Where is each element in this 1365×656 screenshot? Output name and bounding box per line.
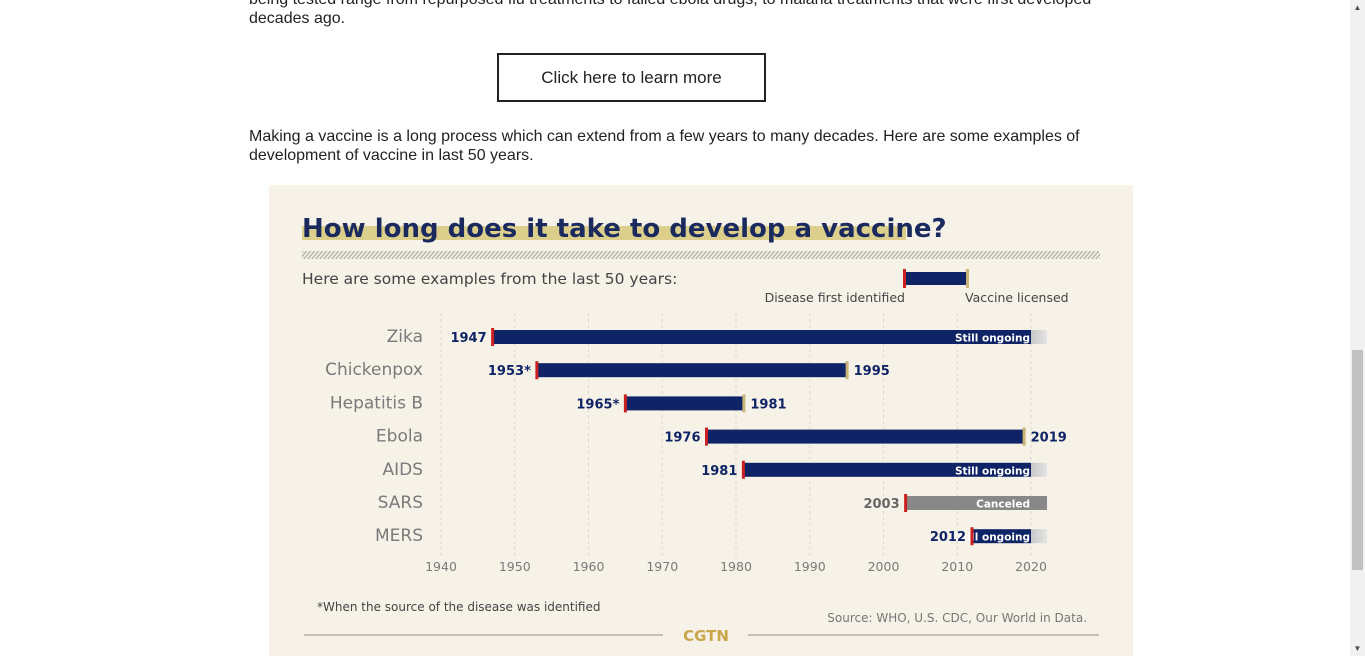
status-label: Canceled (976, 499, 1030, 511)
row-label: AIDS (382, 460, 423, 480)
start-marker (705, 427, 708, 446)
row-label: Ebola (376, 427, 423, 447)
legend-start-marker (903, 269, 906, 288)
end-marker (1022, 427, 1026, 446)
timeline-bar (536, 363, 847, 378)
start-year-label: 1965* (576, 397, 619, 412)
title-divider (302, 251, 1100, 259)
infographic-subtitle: Here are some examples from the last 50 … (302, 270, 677, 288)
vaccine-timeline-chart: How long does it take to develop a vacci… (302, 214, 1100, 645)
infographic-title: How long does it take to develop a vacci… (302, 214, 947, 244)
vaccine-timeline-infographic: How long does it take to develop a vacci… (269, 185, 1133, 656)
canceled-bar (905, 496, 1031, 510)
learn-more-button[interactable]: Click here to learn more (497, 53, 766, 102)
article-paragraph-intro: Making a vaccine is a long process which… (249, 128, 1080, 164)
chart-bars: Zika Still ongoing 1947 Chickenpox 1995 1953*… (325, 327, 1067, 546)
x-tick-label: 2010 (941, 559, 973, 574)
start-year-label: 1981 (701, 464, 737, 479)
legend-end-marker (966, 269, 969, 288)
status-label: Still ongoing (955, 532, 1030, 544)
start-year-label: 1947 (450, 331, 486, 346)
start-marker (904, 494, 908, 512)
scroll-down-arrow-icon[interactable]: ▼ (1353, 644, 1362, 653)
timeline-bar (625, 396, 744, 411)
x-tick-label: 1970 (646, 559, 678, 574)
ongoing-bar (492, 330, 1031, 344)
start-year-label: 1976 (664, 431, 700, 446)
source-note: Source: WHO, U.S. CDC, Our World in Data… (827, 611, 1087, 625)
bar-fade (1031, 496, 1047, 510)
cgtn-logo: CGTN (683, 627, 729, 645)
timeline-bar (706, 429, 1024, 444)
x-tick-label: 1980 (720, 559, 752, 574)
x-tick-label: 2000 (868, 559, 900, 574)
x-tick-label: 1990 (794, 559, 826, 574)
x-tick-label: 2020 (1015, 559, 1047, 574)
footnote: *When the source of the disease was iden… (317, 600, 601, 614)
title-highlight (302, 226, 906, 240)
article-paragraph: being tested range from repurposed flu t… (249, 0, 1091, 27)
start-year-label: 2012 (930, 530, 966, 545)
legend-bar (905, 272, 968, 285)
start-marker (741, 460, 745, 479)
status-label: Still ongoing (955, 333, 1030, 345)
end-year-label: 2019 (1031, 431, 1067, 446)
end-marker (845, 361, 849, 380)
legend-start-label: Disease first identified (765, 290, 905, 305)
end-year-label: 1981 (750, 397, 786, 412)
row-label: Zika (387, 327, 423, 347)
end-marker (742, 394, 746, 413)
start-marker (623, 394, 627, 413)
start-marker (535, 361, 539, 380)
scroll-up-arrow-icon[interactable]: ▲ (1353, 3, 1362, 12)
start-year-label: 2003 (863, 497, 899, 512)
end-year-label: 1995 (854, 364, 890, 379)
legend-end-label: Vaccine licensed (965, 290, 1069, 305)
x-tick-label: 1950 (499, 559, 531, 574)
x-axis: 1940 1950 1960 1970 1980 1990 2000 2010 2020 (425, 559, 1047, 574)
row-label: Chickenpox (325, 360, 423, 380)
scrollbar-thumb[interactable] (1352, 350, 1363, 570)
bar-fade (1031, 529, 1047, 544)
ongoing-bar (972, 529, 1031, 544)
x-tick-label: 1960 (573, 559, 605, 574)
vertical-scrollbar[interactable]: ▲ ▼ (1350, 0, 1365, 656)
row-label: Hepatitis B (330, 393, 423, 413)
row-label: SARS (378, 493, 423, 513)
x-tick-label: 1940 (425, 559, 457, 574)
bar-fade (1031, 462, 1047, 477)
status-label: Still ongoing (955, 465, 1030, 477)
start-marker (970, 527, 974, 546)
start-marker (491, 328, 495, 346)
ongoing-bar (743, 462, 1031, 477)
bar-fade (1031, 330, 1047, 344)
start-year-label: 1953* (488, 364, 531, 379)
row-label: MERS (375, 526, 423, 546)
